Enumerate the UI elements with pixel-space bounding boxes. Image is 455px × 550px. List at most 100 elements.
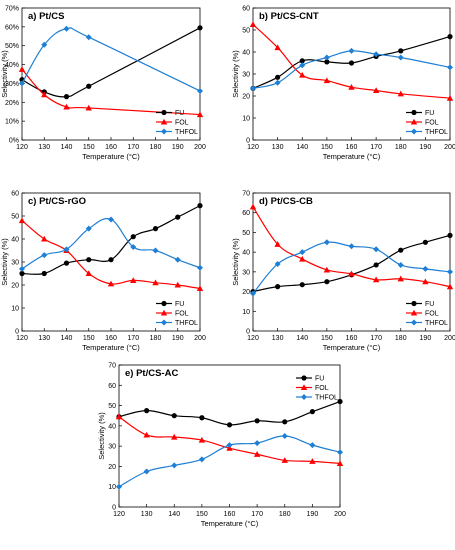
data-point-thfol-e [281,433,288,439]
data-point-fol-b [323,77,331,84]
data-point-fol-b [348,84,355,90]
legend-marker-fu-e [301,375,307,381]
x-tick-label-c: 140 [61,335,73,342]
y-tick-label-c: 30 [11,260,19,267]
chart-panel-b: 0 10 20 30 40 50 60 120 130 140 150 160 170 180 190 200… [231,6,455,162]
y-tick-label-c: 40 [11,237,19,244]
x-axis-label-c: Temperature (°C) [82,343,140,352]
chart-panel-e: 0 10 20 30 40 50 60 70 120 130 140 150 160 170 180 190 2… [97,363,346,529]
data-point-fu-e [144,408,150,414]
data-point-fol-c [152,279,159,286]
y-tick-label-a: 40% [5,62,19,69]
data-point-fu-e [254,418,260,424]
data-point-fol-d [446,283,454,290]
legend-marker-thfol-c [161,319,167,326]
data-point-fol-b [372,87,380,94]
data-point-thfol-e [337,449,343,456]
data-point-thfol-c [130,244,137,251]
legend-e: FU FOL THFOL [296,375,338,402]
series-line-fu-a [21,27,201,98]
data-point-fol-a [18,66,26,72]
data-point-thfol-b [348,47,355,54]
data-point-fu-b [348,60,355,66]
x-tick-label-c: 170 [127,335,139,342]
legend-label-fol-b: FOL [425,120,439,127]
data-point-fu-c [197,203,203,209]
legend-marker-fu-b [411,109,417,116]
data-point-fol-d [299,255,306,262]
data-point-thfol-b [323,54,330,61]
y-axis-label-e: Selectivity (%) [97,412,106,460]
legend-marker-thfol-d [411,319,417,326]
x-tick-label-b: 120 [247,144,259,151]
data-point-fu-c [108,257,114,263]
data-point-thfol-a [19,80,25,87]
data-point-fol-a [63,103,70,110]
y-tick-label-d: 0 [246,329,250,336]
y-axis-label-c: Selectivity (%) [0,238,9,286]
y-tick-label-d: 20 [242,289,250,296]
x-tick-label-d: 200 [444,335,455,342]
data-point-thfol-d [299,249,306,256]
legend-label-fu-e: FU [315,376,324,383]
legend-marker-fu-c [161,300,167,307]
data-point-fol-b [299,71,306,78]
x-tick-label-d: 180 [395,335,407,342]
x-tick-label-d: 170 [370,335,382,342]
data-point-thfol-d [348,243,355,250]
y-tick-label-a: 0% [9,138,19,145]
data-point-fol-a [41,91,48,98]
x-tick-label-e: 190 [307,511,319,518]
y-tick-label-c: 20 [11,283,19,290]
y-tick-label-d: 60 [242,210,250,217]
data-point-thfol-b [447,64,453,71]
y-tick-label-a: 30% [5,81,19,88]
x-tick-label-c: 160 [105,335,117,342]
series-line-fu-e [118,400,341,426]
data-point-thfol-e [254,440,261,447]
x-tick-label-b: 180 [395,144,407,151]
data-point-fu-c [130,234,136,240]
legend-marker-fol-d [410,309,418,316]
data-point-fu-c [175,214,181,220]
x-tick-label-c: 150 [83,335,95,342]
legend-label-fol-e: FOL [315,385,329,392]
data-point-fol-e [309,458,316,464]
data-point-fu-b [447,34,453,40]
y-tick-label-b: 20 [242,94,250,101]
legend-c: FU FOL THFOL [156,300,198,327]
y-tick-label-d: 40 [242,250,250,257]
panel-title-c: c) Pt/CS-rGO [28,196,86,207]
y-tick-label-e: 60 [108,383,116,390]
data-point-thfol-b [250,85,256,92]
data-point-fol-b [446,95,454,101]
legend-label-fu-a: FU [175,110,184,117]
x-axis-label-b: Temperature (°C) [323,152,381,161]
data-point-thfol-b [397,54,404,61]
data-point-thfol-c [197,264,203,271]
x-tick-label-a: 190 [172,144,184,151]
data-point-fu-a [86,83,92,89]
y-tick-label-e: 20 [108,464,116,471]
panel-title-e: e) Pt/CS-AC [125,368,178,379]
data-point-fu-d [373,262,379,268]
y-tick-label-b: 30 [242,72,250,79]
y-tick-label-a: 70% [5,6,19,13]
data-point-thfol-d [447,268,453,275]
x-tick-label-c: 190 [172,335,184,342]
x-tick-label-c: 130 [38,335,50,342]
legend-marker-thfol-e [301,394,307,400]
data-point-thfol-e [198,456,205,463]
x-axis-label-e: Temperature (°C) [201,519,259,528]
y-tick-label-b: 60 [242,6,250,13]
y-tick-label-b: 0 [246,138,250,145]
x-tick-label-b: 190 [420,144,432,151]
data-point-fu-d [324,279,330,285]
data-point-fu-d [422,239,428,245]
data-point-thfol-c [152,247,159,254]
x-tick-label-c: 200 [194,335,206,342]
legend-label-thfol-a: THFOL [175,129,198,136]
data-point-thfol-a [197,87,203,94]
data-point-fol-c [174,281,181,288]
